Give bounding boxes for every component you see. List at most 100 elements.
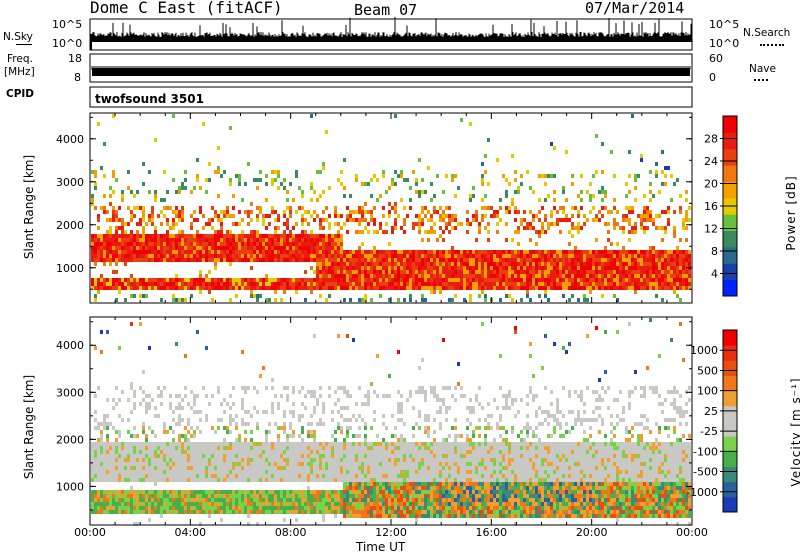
- data-cell: [205, 282, 208, 286]
- data-cell: [181, 258, 184, 262]
- data-cell: [550, 266, 553, 270]
- data-cell: [283, 466, 286, 470]
- data-cell: [655, 250, 658, 254]
- data-cell: [94, 206, 97, 210]
- data-cell: [208, 282, 211, 286]
- data-cell: [277, 242, 280, 246]
- data-cell: [304, 282, 307, 286]
- data-cell: [337, 334, 340, 338]
- data-cell: [238, 462, 241, 466]
- data-cell: [352, 254, 355, 258]
- data-cell: [256, 502, 259, 506]
- data-cell: [217, 442, 220, 446]
- data-cell: [181, 182, 184, 186]
- data-cell: [568, 298, 571, 302]
- data-cell: [229, 214, 232, 218]
- data-cell: [367, 262, 370, 266]
- data-cell: [301, 494, 304, 498]
- data-cell: [544, 286, 547, 290]
- data-cell: [211, 258, 214, 262]
- data-cell: [655, 278, 658, 282]
- data-cell: [103, 258, 106, 262]
- data-cell: [346, 282, 349, 286]
- data-cell: [343, 454, 346, 458]
- data-cell: [598, 210, 601, 214]
- data-cell: [313, 506, 316, 510]
- data-cell: [277, 490, 280, 494]
- data-cell: [580, 282, 583, 286]
- data-cell: [418, 262, 421, 266]
- data-cell: [217, 466, 220, 470]
- data-cell: [652, 262, 655, 266]
- data-cell: [121, 450, 124, 454]
- data-cell: [310, 498, 313, 502]
- data-cell: [307, 462, 310, 466]
- data-cell: [232, 498, 235, 502]
- data-cell: [520, 266, 523, 270]
- data-cell: [493, 274, 496, 278]
- data-cell: [295, 506, 298, 510]
- data-cell: [295, 174, 298, 178]
- data-cell: [214, 210, 217, 214]
- data-cell: [112, 278, 115, 282]
- data-cell: [475, 238, 478, 242]
- data-cell: [160, 466, 163, 470]
- data-cell: [289, 254, 292, 258]
- data-cell: [511, 286, 514, 290]
- data-cell: [370, 466, 373, 470]
- data-cell: [241, 510, 244, 514]
- data-cell: [511, 154, 514, 158]
- data-cell: [181, 502, 184, 506]
- data-cell: [220, 402, 223, 406]
- data-cell: [370, 510, 373, 514]
- data-cell: [232, 458, 235, 462]
- data-cell: [253, 474, 256, 478]
- data-cell: [457, 274, 460, 278]
- data-cell: [349, 298, 352, 302]
- data-cell: [331, 234, 334, 238]
- data-cell: [316, 474, 319, 478]
- data-cell: [238, 434, 241, 438]
- data-cell: [223, 502, 226, 506]
- data-cell: [163, 510, 166, 514]
- data-cell: [133, 442, 136, 446]
- data-cell: [343, 274, 346, 278]
- data-cell: [193, 282, 196, 286]
- data-cell: [412, 258, 415, 262]
- data-cell: [403, 274, 406, 278]
- data-cell: [262, 218, 265, 222]
- data-cell: [613, 222, 616, 226]
- data-cell: [460, 282, 463, 286]
- data-cell: [289, 210, 292, 214]
- data-cell: [91, 258, 94, 262]
- data-cell: [304, 470, 307, 474]
- data-cell: [364, 450, 367, 454]
- data-cell: [349, 466, 352, 470]
- data-cell: [595, 278, 598, 282]
- data-cell: [286, 250, 289, 254]
- data-cell: [358, 210, 361, 214]
- data-cell: [124, 470, 127, 474]
- data-cell: [202, 470, 205, 474]
- data-cell: [157, 254, 160, 258]
- data-cell: [325, 506, 328, 510]
- data-cell: [379, 258, 382, 262]
- data-cell: [403, 178, 406, 182]
- data-cell: [130, 218, 133, 222]
- data-cell: [235, 506, 238, 510]
- data-cell: [457, 270, 460, 274]
- data-cell: [349, 510, 352, 514]
- data-cell: [514, 270, 517, 274]
- data-cell: [175, 406, 178, 410]
- data-cell: [307, 234, 310, 238]
- data-cell: [427, 274, 430, 278]
- data-cell: [97, 506, 100, 510]
- data-cell: [196, 330, 199, 334]
- data-cell: [94, 246, 97, 250]
- data-cell: [664, 182, 667, 186]
- data-cell: [313, 462, 316, 466]
- data-cell: [253, 466, 256, 470]
- data-cell: [559, 266, 562, 270]
- data-cell: [223, 234, 226, 238]
- data-cell: [220, 242, 223, 246]
